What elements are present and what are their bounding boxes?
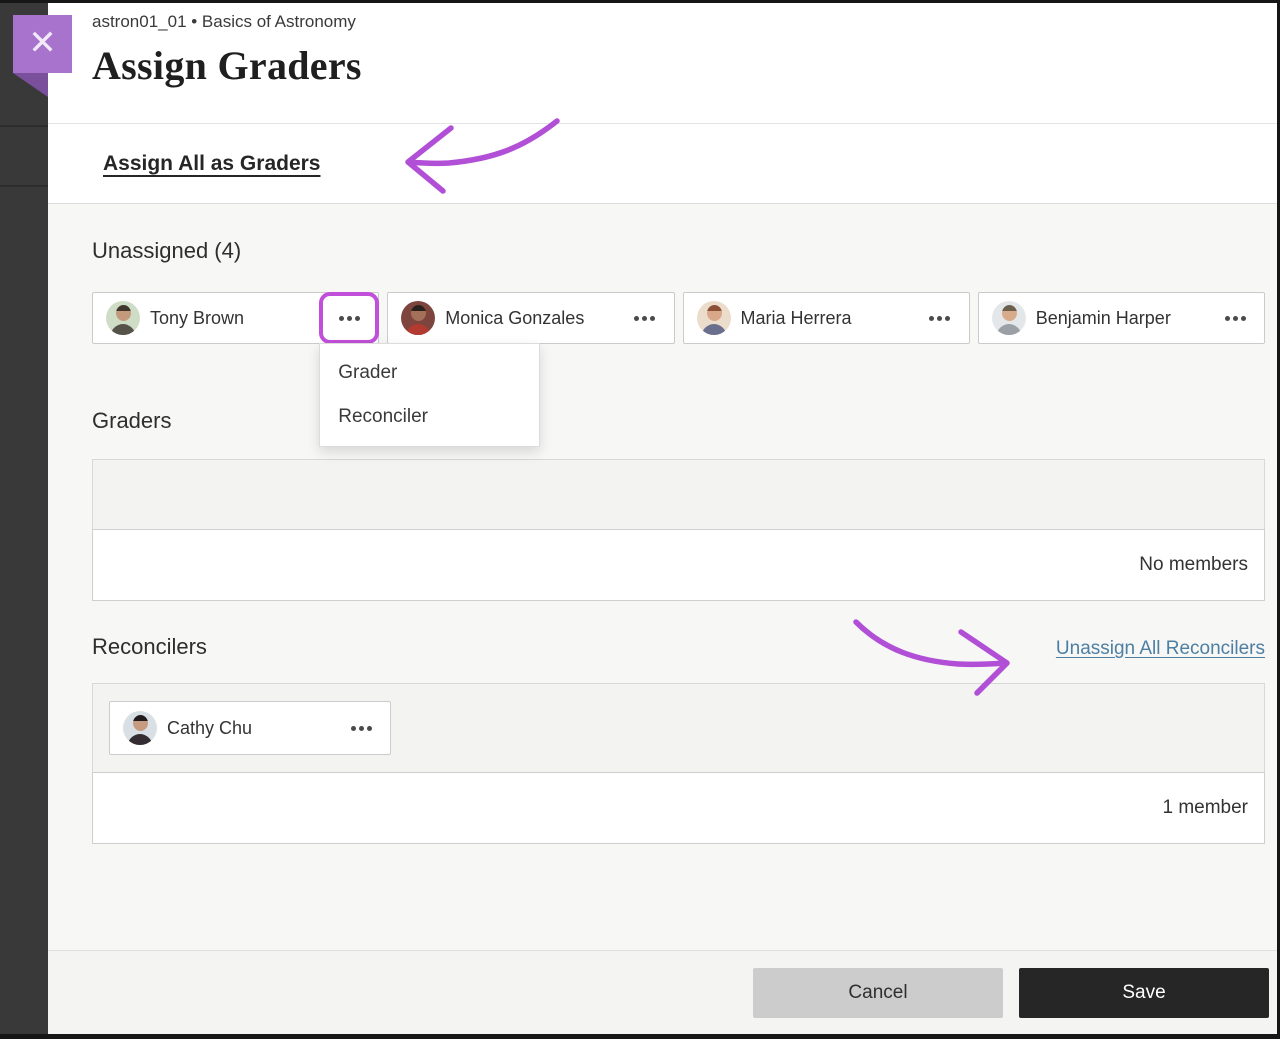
close-panel-button[interactable]: ✕ (13, 15, 72, 73)
member-card-monica-gonzales[interactable]: Monica Gonzales (387, 292, 675, 344)
member-menu (1206, 293, 1264, 343)
graders-count: No members (1139, 554, 1248, 575)
member-menu (616, 293, 674, 343)
background-sidebar (0, 3, 48, 1034)
member-name: Cathy Chu (167, 717, 253, 738)
sidebar-divider (0, 185, 48, 187)
assign-graders-panel: astron01_01 • Basics of Astronomy Assign… (48, 3, 1277, 1034)
member-name: Maria Herrera (740, 307, 852, 328)
member-menu-button[interactable] (329, 306, 370, 331)
close-icon: ✕ (28, 24, 57, 62)
avatar (106, 301, 140, 335)
member-card-cathy-chu[interactable]: Cathy Chu (109, 701, 391, 755)
panel-content: Unassigned (4) Tony Brown Grader Reconci… (48, 204, 1277, 950)
reconcilers-box: Cathy Chu 1 member (92, 683, 1265, 844)
reconcilers-heading: Reconcilers (92, 634, 207, 659)
member-card-tony-brown[interactable]: Tony Brown Grader Reconciler (92, 292, 541, 447)
role-menu-item-reconciler[interactable]: Reconciler (338, 406, 429, 427)
member-menu-button[interactable] (919, 306, 960, 331)
avatar (696, 301, 731, 335)
reconcilers-header-row: Reconcilers Unassign All Reconcilers (92, 634, 1265, 660)
member-name: Tony Brown (150, 307, 245, 328)
assign-all-band: Assign All as Graders (48, 124, 1277, 204)
member-card-maria-herrera[interactable]: Maria Herrera (682, 292, 970, 344)
member-card-benjamin-harper[interactable]: Benjamin Harper (977, 292, 1265, 344)
footer-bar: Cancel Save (48, 950, 1277, 1034)
window-frame-bottom (0, 1034, 1280, 1039)
member-menu-button[interactable] (624, 306, 665, 331)
member-name: Benjamin Harper (1035, 307, 1171, 328)
window-frame-top (0, 0, 1280, 3)
save-button[interactable]: Save (1019, 967, 1269, 1018)
avatar (123, 711, 157, 745)
window-frame-right (1277, 0, 1280, 1039)
member-menu (332, 702, 390, 754)
unassign-all-reconcilers-link[interactable]: Unassign All Reconcilers (1055, 638, 1265, 659)
breadcrumb: astron01_01 • Basics of Astronomy (92, 12, 356, 31)
role-menu-item-grader[interactable]: Grader (338, 362, 398, 383)
unassigned-heading: Unassigned (4) (92, 238, 242, 263)
avatar (401, 301, 436, 335)
avatar (991, 301, 1026, 335)
graders-member-strip: No members (92, 529, 1265, 601)
panel-header: astron01_01 • Basics of Astronomy Assign… (48, 3, 1277, 124)
role-menu: Grader Reconciler (319, 343, 541, 447)
sidebar-divider (0, 125, 48, 127)
member-menu-button[interactable] (1215, 306, 1256, 331)
graders-heading: Graders (92, 408, 172, 433)
graders-dropzone (92, 459, 1265, 530)
member-name: Monica Gonzales (445, 307, 585, 328)
unassigned-cards-row: Tony Brown Grader Reconciler Monica Gonz… (92, 292, 1265, 447)
member-menu-button[interactable] (341, 716, 382, 741)
reconcilers-dropzone: Cathy Chu (92, 683, 1265, 773)
member-menu (911, 293, 969, 343)
graders-box: No members (92, 459, 1265, 601)
reconcilers-member-strip: 1 member (92, 772, 1265, 844)
assign-all-as-graders-link[interactable]: Assign All as Graders (103, 151, 321, 175)
cancel-button[interactable]: Cancel (753, 967, 1003, 1018)
member-menu: Grader Reconciler (319, 292, 541, 447)
reconcilers-count: 1 member (1162, 797, 1248, 818)
page-title: Assign Graders (92, 43, 362, 88)
